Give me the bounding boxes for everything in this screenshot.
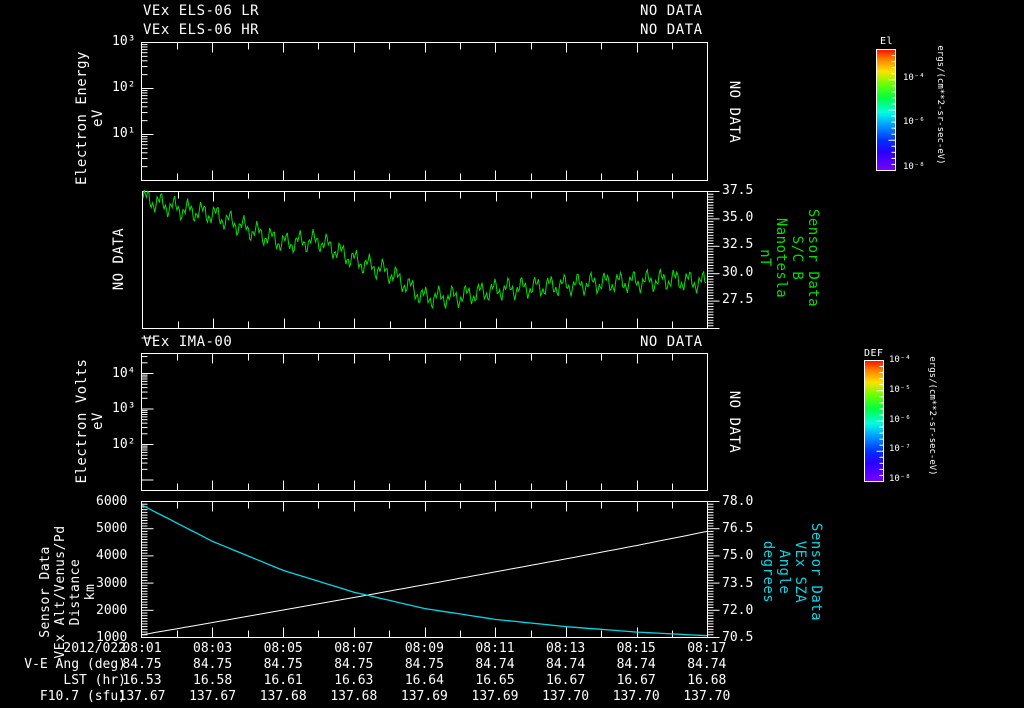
- footer-lst-cell: 16.67: [546, 673, 586, 688]
- footer-ve-ang-cell: 84.74: [546, 657, 586, 672]
- footer-ve-ang-cell: 84.75: [193, 657, 233, 672]
- ima-cb-tick-3: 10⁻⁷: [889, 444, 911, 454]
- sza-ytick-73.5: 73.5: [722, 576, 754, 591]
- ima-ytick-1000: 10³: [112, 401, 136, 416]
- footer-ve-ang-cell: 84.74: [475, 657, 515, 672]
- ima-status: NO DATA: [640, 334, 703, 350]
- footer-lst-cell: 16.67: [616, 673, 656, 688]
- footer-f107-label: F10.7 (sfu): [39, 689, 126, 704]
- footer-f107-cell: 137.70: [612, 689, 660, 704]
- els-panel: [141, 42, 708, 181]
- ima-ylabel: Electron Volts eV: [74, 358, 106, 484]
- ima-colorbar-title: DEF: [864, 348, 884, 359]
- footer-ve-ang-cell: 84.75: [334, 657, 374, 672]
- footer-f107-cell: 137.67: [118, 689, 166, 704]
- footer-times-cell: 08:11: [475, 641, 515, 656]
- mag-ytick-30.0: 30.0: [722, 265, 754, 280]
- footer-times-cell: 08:05: [263, 641, 303, 656]
- els-lr-title: VEx ELS-06 LR: [143, 3, 260, 19]
- els-right-status: NO DATA: [726, 80, 742, 144]
- footer-times-cell: 08:13: [546, 641, 586, 656]
- sza-ytick-70.5: 70.5: [722, 630, 754, 645]
- mag-ytick-35.0: 35.0: [722, 210, 754, 225]
- footer-f107-cell: 137.70: [542, 689, 590, 704]
- orbit-ytick-3000: 3000: [96, 576, 128, 591]
- ima-title: VEx IMA-00: [143, 334, 233, 350]
- mag-field-line: [142, 189, 707, 310]
- footer-ve-ang-cell: 84.74: [687, 657, 727, 672]
- ima-cb-tick-1: 10⁻⁵: [889, 385, 911, 395]
- ima-right-status: NO DATA: [726, 390, 742, 454]
- els-cb-tick-2: 10⁻⁸: [903, 162, 925, 172]
- ima-ytick-10000: 10⁴: [112, 366, 136, 381]
- altitude-line: [141, 530, 708, 636]
- footer-lst-cell: 16.53: [122, 673, 162, 688]
- footer-lst-label: LST (hr): [63, 673, 126, 688]
- els-lr-status: NO DATA: [640, 3, 703, 19]
- sza-ytick-72.0: 72.0: [722, 603, 754, 618]
- footer-lst-cell: 16.61: [263, 673, 303, 688]
- footer-f107-cell: 137.68: [259, 689, 307, 704]
- orbit-ytick-5000: 5000: [96, 521, 128, 536]
- ima-colorbar-units: ergs/(cm**2-sr-sec-eV): [927, 356, 937, 476]
- els-ytick-1000: 10³: [112, 34, 136, 49]
- mag-ytick-37.5: 37.5: [722, 183, 754, 198]
- orbit-ytick-2000: 2000: [96, 603, 128, 618]
- sza-ytick-78.0: 78.0: [722, 494, 754, 509]
- footer-date-label: 2012/022: [63, 641, 126, 656]
- els-hr-status: NO DATA: [640, 22, 703, 38]
- mag-ylabel: Sensor Data S/C B Nanotesla nT: [757, 208, 821, 308]
- footer-lst-cell: 16.65: [475, 673, 515, 688]
- mag-ytick-32.5: 32.5: [722, 237, 754, 252]
- footer-lst-cell: 16.68: [687, 673, 727, 688]
- ima-colorbar: [864, 360, 884, 482]
- footer-lst-cell: 16.63: [334, 673, 374, 688]
- mag-left-status: NO DATA: [111, 227, 127, 291]
- orbit-ytick-1000: 1000: [96, 630, 128, 645]
- footer-ve-ang-cell: 84.75: [404, 657, 444, 672]
- els-cb-tick-1: 10⁻⁶: [903, 117, 925, 127]
- mag-ytick-27.5: 27.5: [722, 292, 754, 307]
- footer-times-cell: 08:03: [193, 641, 233, 656]
- footer-ve-ang-cell: 84.75: [263, 657, 303, 672]
- orbit-ytick-4000: 4000: [96, 548, 128, 563]
- footer-times-cell: 08:09: [404, 641, 444, 656]
- footer-times-cell: 08:01: [122, 641, 162, 656]
- footer-f107-cell: 137.70: [683, 689, 731, 704]
- footer-lst-cell: 16.64: [404, 673, 444, 688]
- sza-ytick-76.5: 76.5: [722, 521, 754, 536]
- ima-cb-tick-0: 10⁻⁴: [889, 355, 911, 365]
- footer-f107-cell: 137.67: [189, 689, 237, 704]
- els-ytick-100: 10²: [112, 80, 136, 95]
- orbit-ytick-6000: 6000: [96, 494, 128, 509]
- els-colorbar-units: ergs/(cm**2-sr-sec-eV): [935, 45, 945, 165]
- footer-f107-cell: 137.68: [330, 689, 378, 704]
- footer-times-cell: 08:15: [616, 641, 656, 656]
- ima-ytick-100: 10²: [112, 437, 136, 452]
- els-hr-title: VEx ELS-06 HR: [143, 22, 260, 38]
- ima-panel: [141, 337, 708, 491]
- els-cb-tick-0: 10⁻⁴: [903, 73, 925, 83]
- footer-ve-ang-cell: 84.74: [616, 657, 656, 672]
- els-ytick-10: 10¹: [112, 126, 136, 141]
- ima-cb-tick-2: 10⁻⁶: [889, 415, 911, 425]
- footer-ve-ang-label: V-E Ang (deg): [24, 657, 126, 672]
- sza-ytick-75.0: 75.0: [722, 548, 754, 563]
- footer-times-cell: 08:17: [687, 641, 727, 656]
- ima-cb-tick-4: 10⁻⁸: [889, 474, 911, 484]
- sza-ylabel: Sensor Data VEx SZA Angle degrees: [760, 522, 824, 622]
- els-colorbar-title: El: [880, 36, 894, 47]
- els-ylabel: Electron Energy eV: [74, 51, 106, 185]
- footer-f107-cell: 137.69: [471, 689, 519, 704]
- footer-lst-cell: 16.58: [193, 673, 233, 688]
- footer-ve-ang-cell: 84.75: [122, 657, 162, 672]
- mag-panel: [142, 189, 720, 329]
- footer-f107-cell: 137.69: [400, 689, 448, 704]
- sza-line: [141, 504, 708, 637]
- els-colorbar: [876, 49, 896, 171]
- orbit-panel: [141, 501, 720, 638]
- footer-times-cell: 08:07: [334, 641, 374, 656]
